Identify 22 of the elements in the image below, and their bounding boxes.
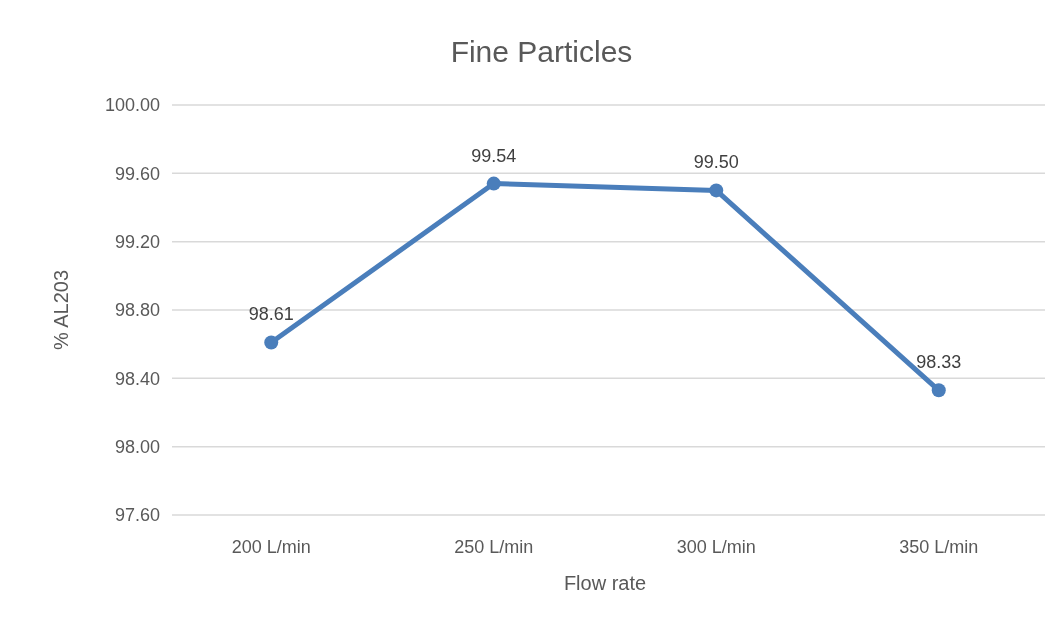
point xyxy=(486,176,501,191)
data-label: 98.61 xyxy=(248,304,294,325)
chart-title: Fine Particles xyxy=(450,35,633,68)
y-tick-label: 99.20 xyxy=(114,231,160,252)
point xyxy=(931,383,946,398)
y-tick-label: 97.60 xyxy=(114,505,160,526)
y-tick-label: 98.80 xyxy=(114,300,160,321)
point xyxy=(709,183,724,198)
x-axis-title: Flow rate xyxy=(563,572,647,594)
y-axis-title: % AL203 xyxy=(50,269,72,351)
point xyxy=(264,335,279,350)
y-tick-label: 100.00 xyxy=(104,95,160,116)
x-tick-label: 350 L/min xyxy=(899,537,979,557)
data-label: 99.50 xyxy=(693,152,739,173)
x-tick-label: 200 L/min xyxy=(231,537,311,557)
y-tick-label: 99.60 xyxy=(114,163,160,184)
data-label: 98.33 xyxy=(916,352,962,373)
x-tick-label: 250 L/min xyxy=(454,537,534,557)
y-tick-label: 98.40 xyxy=(114,368,160,389)
y-tick-label: 98.00 xyxy=(114,436,160,457)
data-label: 99.54 xyxy=(471,145,517,166)
x-tick-label: 300 L/min xyxy=(676,537,756,557)
